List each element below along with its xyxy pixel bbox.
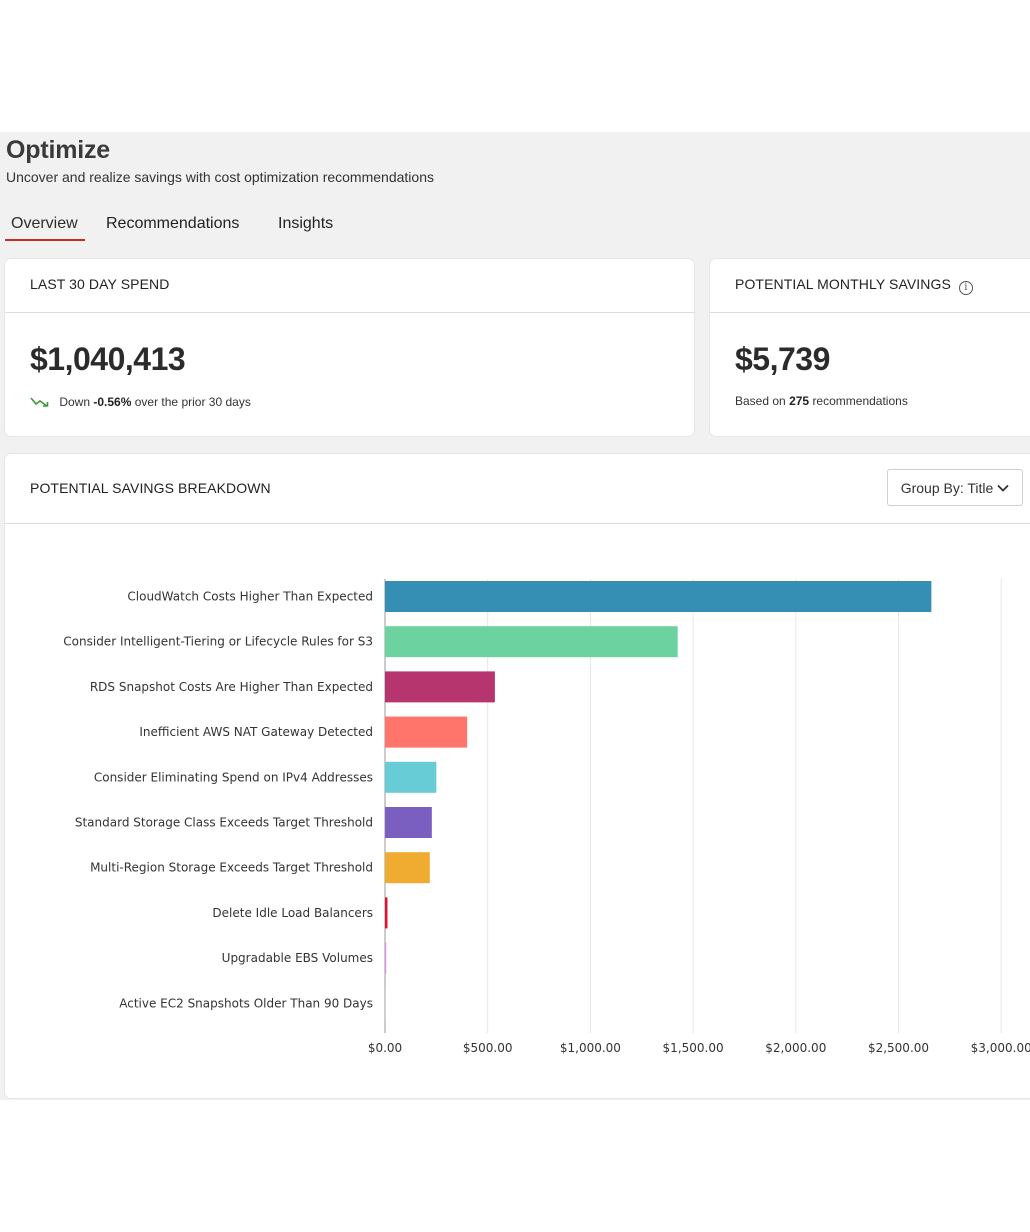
category-label: Consider Eliminating Spend on IPv4 Addre… (94, 770, 373, 784)
bar (385, 987, 386, 1019)
page-subtitle: Uncover and realize savings with cost op… (6, 169, 434, 185)
x-tick-label: $500.00 (463, 1041, 513, 1055)
savings-note: Based on 275 recommendations (735, 394, 908, 408)
category-label: RDS Snapshot Costs Are Higher Than Expec… (90, 680, 373, 694)
trend-down-icon (30, 397, 49, 407)
bar (385, 942, 387, 974)
trend-prefix: Down (59, 395, 91, 409)
card-header: LAST 30 DAY SPEND (5, 259, 694, 313)
savings-bar-chart: $0.00 $500.00 $1,000.00 $1,500.00 $2,000.00 $… (63, 579, 1030, 1055)
note-suffix: recommendations (812, 394, 908, 408)
card-title: LAST 30 DAY SPEND (30, 276, 170, 292)
bar (385, 807, 432, 838)
bar (385, 852, 430, 884)
card-title-text: POTENTIAL MONTHLY SAVINGS (735, 276, 951, 292)
bar (385, 716, 468, 748)
card-header: POTENTIAL MONTHLY SAVINGS i (710, 259, 1030, 313)
category-label: Upgradable EBS Volumes (222, 951, 373, 965)
recommendation-count: 275 (789, 394, 810, 408)
potential-monthly-savings-card: POTENTIAL MONTHLY SAVINGS i $5,739 Based … (710, 259, 1030, 436)
x-tick-label: $1,500.00 (663, 1041, 724, 1055)
tab-overview[interactable]: Overview (11, 215, 78, 232)
group-by-label: Group By: Title (900, 479, 994, 496)
last-30-day-spend-card: LAST 30 DAY SPEND $1,040,413 Down -0.56%… (5, 259, 694, 436)
optimize-page: Optimize Uncover and realize savings wit… (0, 132, 1030, 1100)
card-title: POTENTIAL SAVINGS BREAKDOWN (30, 480, 271, 496)
x-tick-label: $2,500.00 (868, 1041, 929, 1055)
savings-value: $5,739 (735, 341, 830, 377)
category-label: Inefficient AWS NAT Gateway Detected (139, 725, 373, 739)
chevron-down-icon (997, 484, 1009, 492)
trend-value: -0.56% (93, 395, 132, 409)
bar (385, 671, 495, 703)
card-title: POTENTIAL MONTHLY SAVINGS i (735, 276, 973, 295)
category-label: Standard Storage Class Exceeds Target Th… (75, 816, 373, 830)
bar (385, 581, 932, 612)
x-tick-label: $3,000.00 (971, 1041, 1030, 1055)
active-tab-indicator (5, 239, 85, 241)
category-label: Multi-Region Storage Exceeds Target Thre… (90, 861, 373, 875)
category-label: Delete Idle Load Balancers (212, 906, 373, 920)
x-tick-label: $2,000.00 (765, 1041, 826, 1055)
bar (385, 626, 678, 658)
category-label: Consider Intelligent-Tiering or Lifecycl… (63, 635, 373, 649)
tab-recommendations[interactable]: Recommendations (106, 215, 240, 232)
spend-value: $1,040,413 (30, 341, 186, 377)
bar (385, 761, 437, 793)
page-title: Optimize (6, 136, 110, 164)
spend-trend: Down -0.56% over the prior 30 days (30, 395, 251, 409)
x-tick-label: $1,000.00 (560, 1041, 621, 1055)
trend-suffix: over the prior 30 days (134, 395, 251, 409)
category-label: CloudWatch Costs Higher Than Expected (127, 590, 373, 604)
bar (385, 897, 388, 929)
x-tick-label: $0.00 (368, 1041, 402, 1055)
note-prefix: Based on (735, 394, 786, 408)
card-header: POTENTIAL SAVINGS BREAKDOWN Group By: Ti… (5, 454, 1030, 524)
category-label: Active EC2 Snapshots Older Than 90 Days (119, 996, 373, 1010)
info-icon[interactable]: i (958, 281, 973, 295)
potential-savings-breakdown-card: POTENTIAL SAVINGS BREAKDOWN Group By: Ti… (5, 454, 1030, 1098)
tab-insights[interactable]: Insights (278, 215, 334, 232)
group-by-dropdown[interactable]: Group By: Title (887, 469, 1023, 506)
